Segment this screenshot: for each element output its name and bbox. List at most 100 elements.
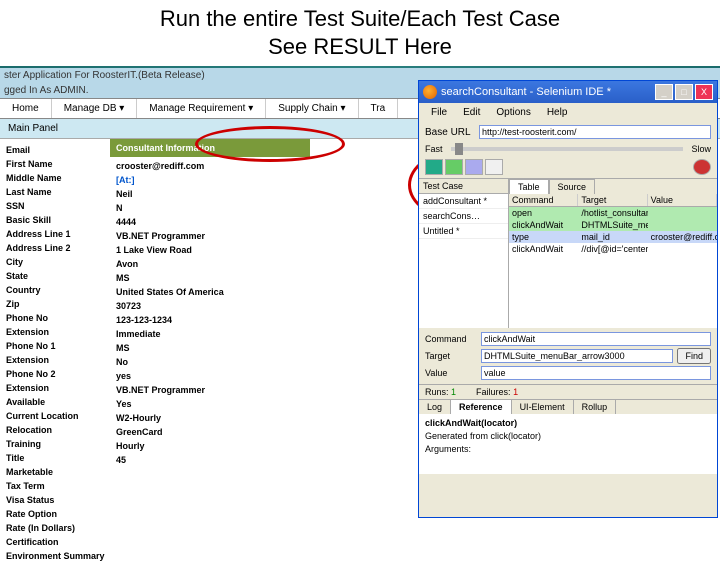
- command-cell: [648, 207, 717, 219]
- th-target: Target: [578, 194, 647, 206]
- ide-menu-edit[interactable]: Edit: [455, 105, 488, 120]
- field-label: City: [6, 255, 104, 269]
- command-row[interactable]: clickAndWait//div[@id='center'…: [509, 243, 717, 255]
- runs-label: Runs:: [425, 387, 449, 397]
- tab-ui-element[interactable]: UI-Element: [512, 400, 574, 414]
- base-url-row: Base URL: [419, 122, 717, 142]
- field-label: Extension: [6, 353, 104, 367]
- field-label: Middle Name: [6, 171, 104, 185]
- failures-label: Failures:: [476, 387, 511, 397]
- testcase-header: Test Case: [419, 179, 508, 194]
- field-label: Tax Term: [6, 479, 104, 493]
- command-row[interactable]: clickAndWaitDHTMLSuite_men…: [509, 219, 717, 231]
- detail-value-input[interactable]: [481, 366, 711, 380]
- command-cell: DHTMLSuite_men…: [578, 219, 647, 231]
- maximize-button[interactable]: □: [675, 84, 693, 100]
- command-tabs: Table Source: [509, 179, 717, 194]
- menu-supply-chain[interactable]: Supply Chain ▾: [266, 99, 358, 118]
- ide-menu-help[interactable]: Help: [539, 105, 576, 120]
- field-label: Basic Skill: [6, 213, 104, 227]
- base-url-label: Base URL: [425, 127, 475, 138]
- find-button[interactable]: Find: [677, 348, 711, 364]
- menu-manage-db[interactable]: Manage DB ▾: [52, 99, 138, 118]
- field-label: Address Line 2: [6, 241, 104, 255]
- field-label: Environment Summary: [6, 549, 104, 563]
- ide-titlebar[interactable]: searchConsultant - Selenium IDE * _ □ X: [419, 81, 717, 103]
- step-button[interactable]: [485, 159, 503, 175]
- stats-row: Runs: 1 Failures: 1: [419, 384, 717, 399]
- field-value: United States Of America: [116, 285, 304, 299]
- command-table-header: Command Target Value: [509, 194, 717, 207]
- tab-table[interactable]: Table: [509, 179, 549, 194]
- testcase-item[interactable]: Untitled *: [419, 224, 508, 239]
- speed-row: Fast Slow: [419, 142, 717, 156]
- detail-target-input[interactable]: [481, 349, 673, 363]
- field-label: Extension: [6, 325, 104, 339]
- command-row[interactable]: typemail_idcrooster@rediff.c…: [509, 231, 717, 243]
- field-value: MS: [116, 341, 304, 355]
- menu-manage-req[interactable]: Manage Requirement ▾: [137, 99, 266, 118]
- ide-toolbar: [419, 156, 717, 178]
- base-url-input[interactable]: [479, 125, 711, 139]
- tab-rollup[interactable]: Rollup: [574, 400, 617, 414]
- detail-command-input[interactable]: [481, 332, 711, 346]
- field-value: Yes: [116, 397, 304, 411]
- runs-count: 1: [451, 387, 456, 397]
- field-label: Zip: [6, 297, 104, 311]
- field-value: 1 Lake View Road: [116, 243, 304, 257]
- minimize-button[interactable]: _: [655, 84, 673, 100]
- testcase-item[interactable]: searchCons…: [419, 209, 508, 224]
- slide-subtitle: See RESULT Here: [0, 34, 720, 66]
- field-label: Marketable: [6, 465, 104, 479]
- field-value: 4444: [116, 215, 304, 229]
- field-label: SSN: [6, 199, 104, 213]
- command-row[interactable]: open/hotlist_consultant…: [509, 207, 717, 219]
- field-label: Extension: [6, 381, 104, 395]
- field-label: Phone No 1: [6, 339, 104, 353]
- menu-home[interactable]: Home: [0, 99, 52, 118]
- detail-section: Command Target Find Value: [419, 328, 717, 384]
- tab-source[interactable]: Source: [549, 179, 596, 194]
- field-label: Relocation: [6, 423, 104, 437]
- field-label: Current Location: [6, 409, 104, 423]
- record-button[interactable]: [693, 159, 711, 175]
- log-tabs: Log Reference UI-Element Rollup: [419, 399, 717, 414]
- close-button[interactable]: X: [695, 84, 713, 100]
- ide-menu-file[interactable]: File: [423, 105, 455, 120]
- log-line: Generated from click(locator): [425, 430, 711, 443]
- pause-button[interactable]: [465, 159, 483, 175]
- menu-tra[interactable]: Tra: [359, 99, 399, 118]
- log-line: Arguments:: [425, 443, 711, 456]
- field-value: GreenCard: [116, 425, 304, 439]
- command-cell: /hotlist_consultant…: [578, 207, 647, 219]
- field-value: Immediate: [116, 327, 304, 341]
- field-label: Visa Status: [6, 493, 104, 507]
- slider-thumb[interactable]: [455, 143, 463, 155]
- log-line: clickAndWait(locator): [425, 417, 711, 430]
- speed-slow-label: Slow: [691, 144, 711, 154]
- detail-value-label: Value: [425, 368, 477, 378]
- command-pane: Table Source Command Target Value open/h…: [509, 179, 717, 328]
- ide-menu-options[interactable]: Options: [488, 105, 538, 120]
- command-cell: mail_id: [578, 231, 647, 243]
- field-label: Rate (In Dollars): [6, 521, 104, 535]
- field-value: MS: [116, 271, 304, 285]
- field-value: 30723: [116, 299, 304, 313]
- field-value: W2-Hourly: [116, 411, 304, 425]
- field-value: Neil: [116, 187, 304, 201]
- field-value: 123-123-1234: [116, 313, 304, 327]
- play-all-button[interactable]: [425, 159, 443, 175]
- values-column: Consultant Information crooster@rediff.c…: [110, 139, 310, 567]
- field-value: N: [116, 201, 304, 215]
- speed-slider[interactable]: [451, 147, 684, 151]
- field-label: Phone No 2: [6, 367, 104, 381]
- testcase-pane: Test Case addConsultant * searchCons… Un…: [419, 179, 509, 328]
- command-rows: open/hotlist_consultant…clickAndWaitDHTM…: [509, 207, 717, 328]
- field-label: Country: [6, 283, 104, 297]
- play-current-button[interactable]: [445, 159, 463, 175]
- tab-log[interactable]: Log: [419, 400, 451, 414]
- labels-column: EmailFirst NameMiddle NameLast NameSSNBa…: [0, 139, 110, 567]
- tab-reference[interactable]: Reference: [451, 400, 512, 414]
- testcase-item[interactable]: addConsultant *: [419, 194, 508, 209]
- testcase-list: addConsultant * searchCons… Untitled *: [419, 194, 508, 239]
